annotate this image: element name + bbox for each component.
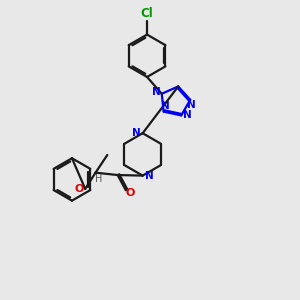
Text: N: N [145, 171, 154, 181]
Text: Cl: Cl [141, 7, 153, 20]
Text: N: N [188, 100, 196, 110]
Text: N: N [161, 101, 170, 111]
Text: O: O [75, 184, 84, 194]
Text: H: H [95, 174, 103, 184]
Text: N: N [183, 110, 191, 120]
Text: N: N [132, 128, 141, 138]
Text: O: O [126, 188, 135, 198]
Text: N: N [152, 87, 161, 97]
